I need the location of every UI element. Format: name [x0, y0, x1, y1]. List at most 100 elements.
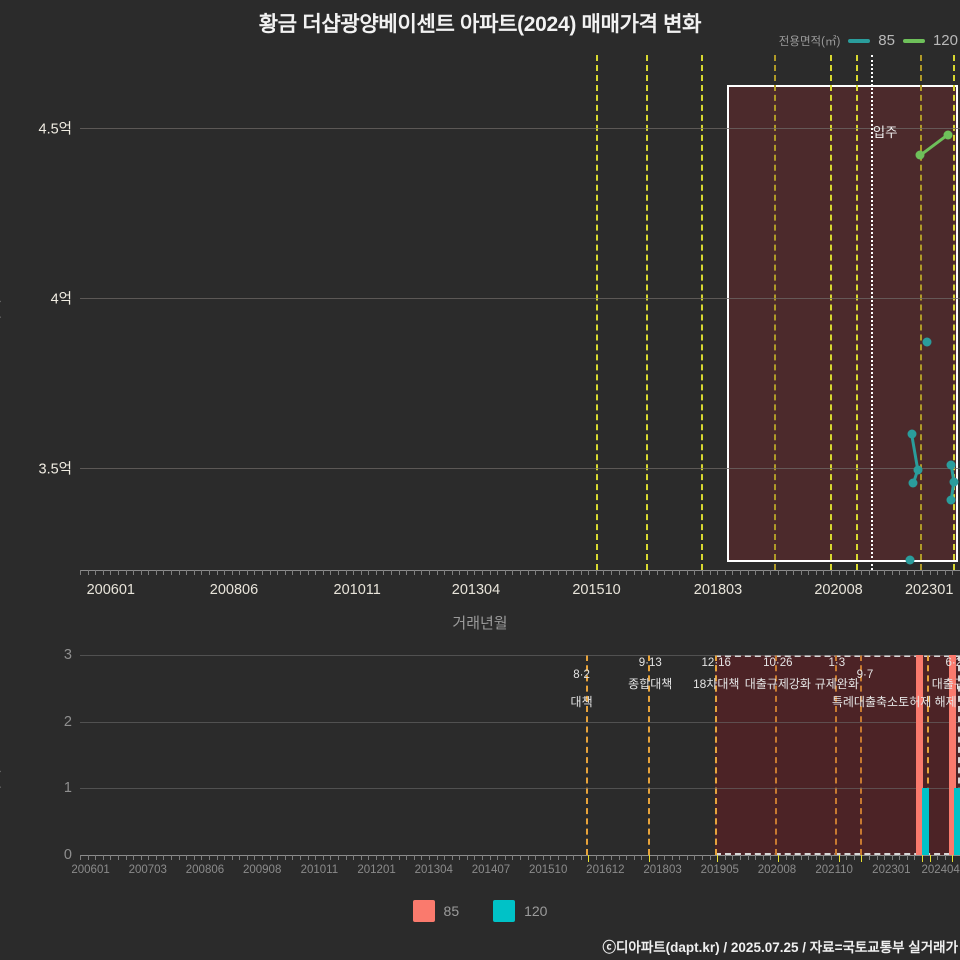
volume-x-tick-label: 201201: [357, 864, 396, 876]
volume-x-minor-tick: [694, 855, 696, 860]
volume-x-minor-tick: [922, 855, 924, 862]
volume-gridline: [80, 721, 960, 723]
volume-chart-legend[interactable]: 85 120: [0, 900, 960, 922]
volume-x-minor-tick: [436, 855, 438, 860]
volume-x-minor-tick: [861, 855, 863, 862]
price-x-minor-tick: [300, 570, 301, 575]
price-x-minor-tick: [747, 570, 749, 575]
volume-legend-item-120[interactable]: 120: [493, 900, 547, 922]
volume-legend-label-85: 85: [443, 903, 460, 919]
price-data-point[interactable]: [949, 477, 959, 487]
volume-x-tick-label: 201304: [414, 864, 453, 876]
price-series-lines: [910, 133, 956, 501]
price-x-minor-tick: [595, 570, 597, 575]
volume-x-minor-tick: [527, 855, 529, 860]
price-x-minor-tick: [216, 570, 218, 575]
price-x-minor-tick: [406, 570, 408, 575]
price-data-point[interactable]: [946, 495, 956, 505]
price-x-minor-tick: [550, 570, 552, 575]
price-x-minor-tick: [140, 570, 142, 575]
volume-legend-swatch-120: [493, 900, 516, 922]
price-series-segment: [910, 433, 920, 470]
price-chart-legend[interactable]: 전용면적(㎡) 85 120: [779, 32, 958, 49]
price-x-minor-tick: [664, 570, 666, 575]
price-x-minor-tick: [929, 570, 931, 575]
price-x-minor-tick: [755, 570, 757, 575]
price-data-point[interactable]: [943, 130, 953, 140]
price-x-minor-tick: [777, 570, 779, 575]
volume-x-minor-tick: [838, 855, 840, 862]
footer-credit: ⓒ디아파트(dapt.kr) / 2025.07.25 / 자료=국토교통부 실…: [602, 940, 958, 955]
volume-bar[interactable]: [948, 655, 956, 855]
price-x-minor-tick: [284, 570, 286, 575]
policy-annotation-label: 토허제 해제: [898, 695, 957, 709]
volume-x-minor-tick: [133, 855, 135, 860]
price-data-point[interactable]: [908, 478, 918, 488]
volume-x-minor-tick: [535, 855, 537, 860]
price-data-point[interactable]: [913, 465, 923, 475]
price-x-minor-tick: [307, 570, 309, 575]
price-plot-area[interactable]: 4.5억 4억 3.5억 입주 200601 200806 201011 201304 2015…: [39, 55, 960, 598]
volume-x-minor-tick: [353, 855, 355, 860]
volume-x-minor-tick: [550, 855, 552, 860]
volume-bar[interactable]: [916, 655, 923, 855]
volume-x-minor-tick: [148, 855, 150, 860]
volume-event-line: [835, 655, 838, 855]
price-event-line: [595, 55, 598, 570]
volume-x-minor-tick: [702, 855, 704, 860]
volume-x-minor-tick: [360, 855, 362, 860]
volume-x-minor-tick: [709, 855, 711, 860]
volume-x-minor-tick: [732, 855, 734, 860]
price-x-minor-tick: [656, 570, 658, 575]
volume-y-tick-label: 3: [63, 647, 72, 663]
volume-x-minor-tick: [87, 855, 89, 860]
price-x-minor-tick: [353, 570, 355, 575]
price-data-point[interactable]: [915, 150, 925, 160]
price-data-point[interactable]: [905, 555, 915, 565]
volume-x-minor-tick: [793, 855, 795, 860]
volume-x-minor-tick: [95, 855, 97, 860]
price-x-minor-tick: [186, 570, 188, 575]
price-data-point[interactable]: [907, 429, 917, 439]
price-x-minor-tick: [231, 570, 233, 575]
page-title: 황금 더샵광양베이센트 아파트(2024) 매매가격 변화: [258, 13, 702, 36]
volume-x-minor-tick: [451, 855, 453, 860]
price-x-minor-tick: [413, 570, 415, 575]
price-x-minor-tick: [193, 570, 195, 575]
volume-x-minor-tick: [679, 855, 681, 860]
volume-x-minor-tick: [876, 855, 878, 860]
price-event-line: [856, 55, 859, 570]
volume-x-tick-label: 202008: [757, 864, 797, 876]
volume-x-tick-label: 200601: [71, 864, 110, 876]
volume-legend-item-85[interactable]: 85: [412, 900, 460, 922]
volume-x-minor-tick: [633, 855, 635, 860]
price-x-minor-tick: [694, 570, 696, 575]
volume-x-minor-tick: [747, 855, 749, 860]
volume-x-minor-tick: [777, 855, 779, 862]
price-x-tick-label: 201803: [693, 582, 743, 598]
legend-label-85: 85: [878, 32, 895, 49]
price-x-minor-tick: [527, 570, 529, 575]
price-x-minor-tick: [178, 570, 180, 575]
policy-annotation-date: 6·2: [945, 657, 960, 669]
price-x-minor-tick: [914, 570, 916, 575]
price-x-minor-tick: [117, 570, 119, 575]
volume-x-minor-tick: [102, 855, 104, 860]
price-x-minor-tick: [330, 570, 332, 575]
policy-annotation-label: 대출규제강화: [744, 677, 811, 691]
volume-x-minor-tick: [474, 855, 476, 860]
volume-x-minor-tick: [171, 855, 173, 860]
volume-bar[interactable]: [922, 788, 930, 855]
price-event-line: [645, 55, 648, 570]
price-x-tick-label: 201510: [572, 582, 621, 598]
price-data-point[interactable]: [922, 337, 932, 347]
volume-x-minor-tick: [618, 855, 620, 860]
price-x-tick-label: 200806: [209, 582, 259, 598]
price-x-minor-tick: [717, 570, 719, 575]
volume-plot-area[interactable]: 0 1 2 3 8·2 대책 9·13 종합대책 12·16 18차대책 10·26 대출규제강화 1·…: [64, 647, 960, 876]
price-data-point[interactable]: [946, 460, 956, 470]
volume-x-minor-tick: [300, 855, 301, 860]
volume-bar[interactable]: [953, 788, 960, 855]
price-x-minor-tick: [436, 570, 438, 575]
